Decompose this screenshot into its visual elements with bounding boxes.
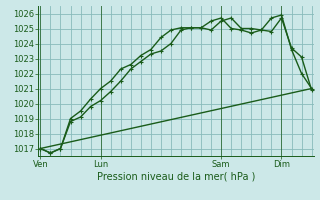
X-axis label: Pression niveau de la mer( hPa ): Pression niveau de la mer( hPa ) [97, 172, 255, 182]
